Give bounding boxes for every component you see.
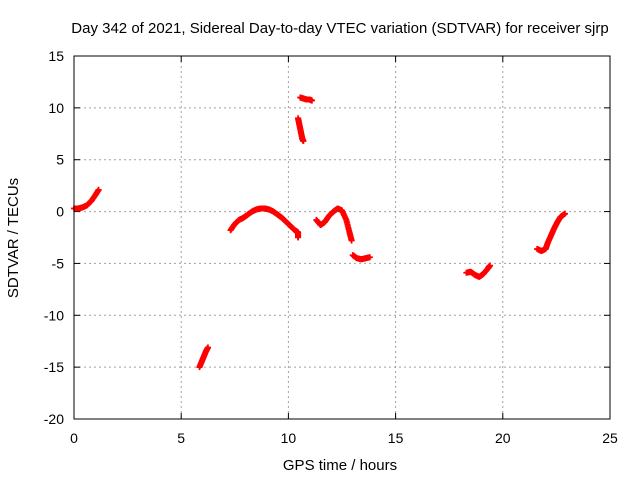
chart-title: Day 342 of 2021, Sidereal Day-to-day VTE… <box>71 20 608 37</box>
y-axis-label: SDTVAR / TECUs <box>5 178 22 298</box>
data-point <box>348 237 355 244</box>
data-point <box>295 234 302 241</box>
x-tick-label: 20 <box>495 430 511 446</box>
data-series <box>71 94 568 371</box>
plot-frame <box>73 55 611 420</box>
y-tick-label: 10 <box>48 100 64 116</box>
y-tick-label: -10 <box>44 307 64 323</box>
series-segment <box>349 252 373 263</box>
y-tick-label: -20 <box>44 411 64 427</box>
grid <box>74 56 610 419</box>
x-tick-label: 25 <box>602 430 618 446</box>
data-point <box>366 254 373 261</box>
x-tick-label: 10 <box>281 430 297 446</box>
data-point <box>95 186 102 193</box>
data-point <box>205 344 211 351</box>
series-segment <box>534 210 568 254</box>
x-tick-label: 15 <box>388 430 404 446</box>
y-tick-label: 5 <box>56 152 64 168</box>
data-point <box>308 97 315 104</box>
y-tick-label: 15 <box>48 48 64 64</box>
y-tick-label: 0 <box>56 204 64 220</box>
series-segment <box>297 94 315 104</box>
series-segment <box>313 205 355 244</box>
x-tick-label: 0 <box>70 430 78 446</box>
x-tick-label: 5 <box>177 430 185 446</box>
series-segment <box>463 262 493 280</box>
x-axis-label: GPS time / hours <box>283 457 397 474</box>
data-point <box>561 210 568 217</box>
y-tick-label: -15 <box>44 359 64 375</box>
data-point <box>486 262 493 269</box>
y-tick-label: -5 <box>52 255 65 271</box>
axis-ticks: 0 5 10 15 20 25 -20 -15 -10 -5 0 5 10 15 <box>44 48 618 446</box>
data-point <box>300 138 307 145</box>
series-segment <box>71 186 102 212</box>
series-segment <box>295 115 307 145</box>
series-segment <box>196 344 211 371</box>
series-segment <box>227 205 302 241</box>
